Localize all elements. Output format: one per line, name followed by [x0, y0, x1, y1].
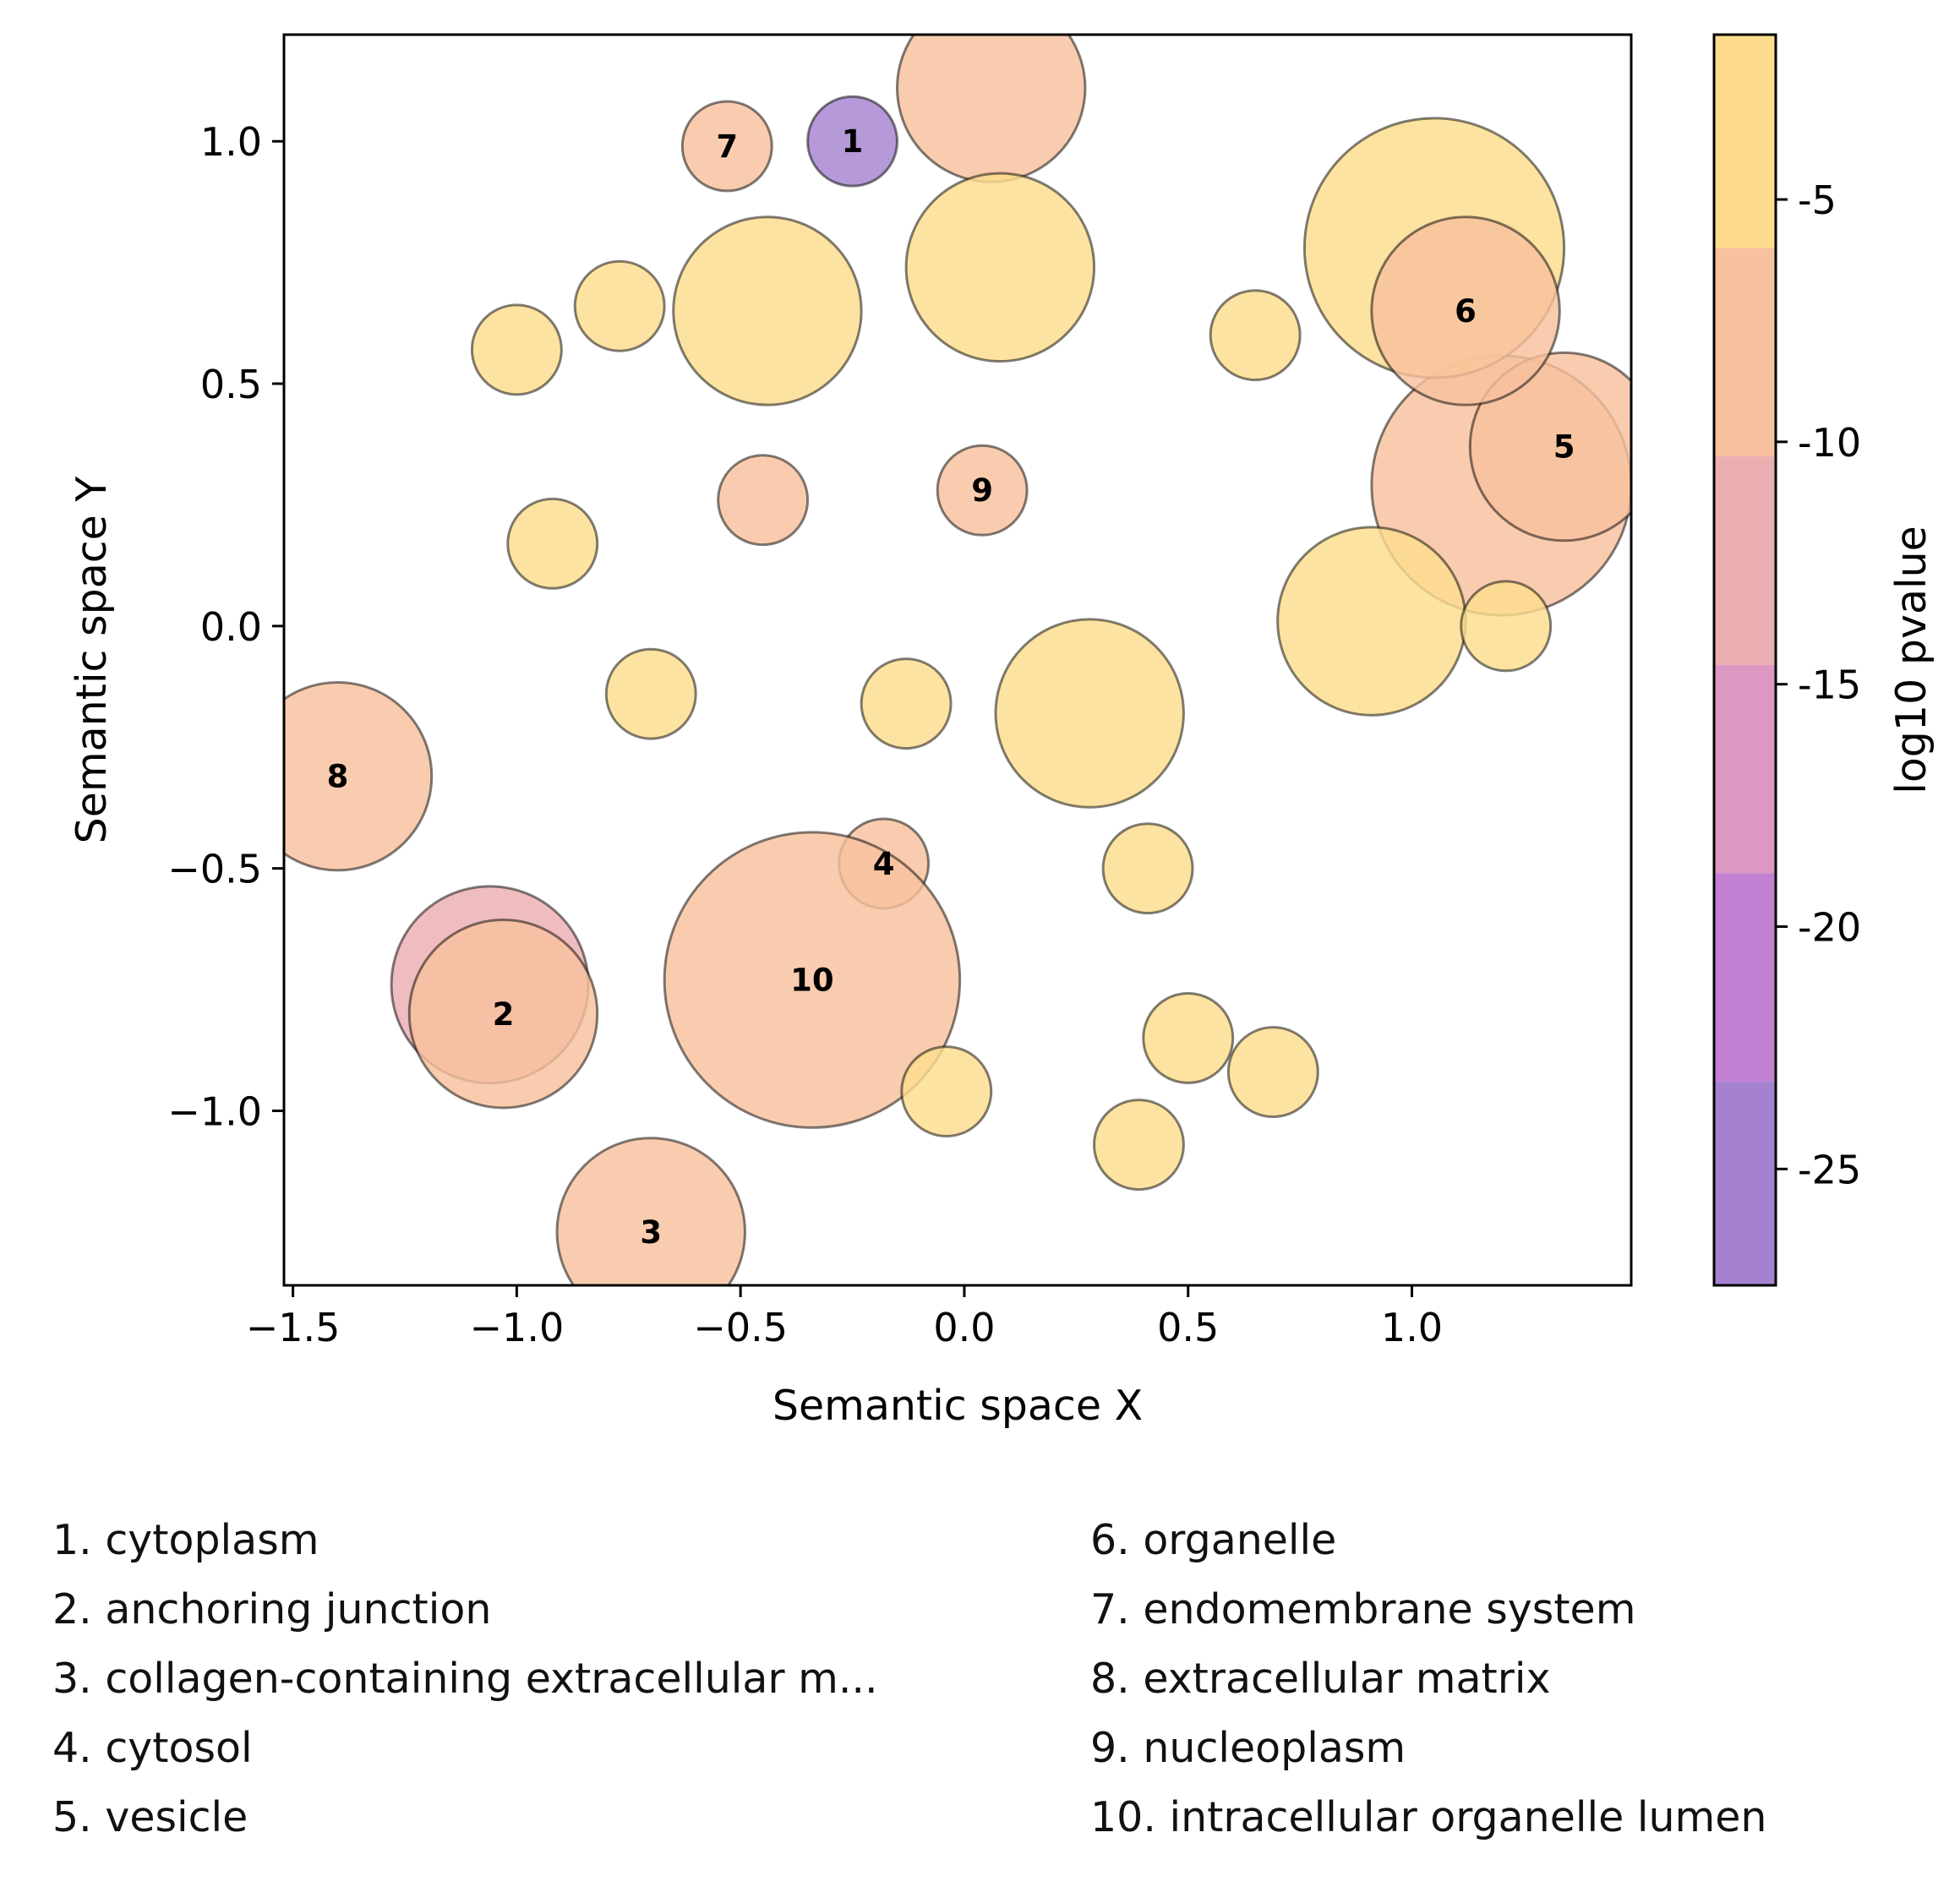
bubble-label-layer: 1 2 3 4 5 6 7 8 9 10 — [327, 123, 1575, 1251]
legend-item: 1. cytoplasm — [52, 1516, 319, 1564]
bubble — [506, 497, 599, 590]
bubble — [470, 303, 563, 396]
bubble-label: 5 — [1553, 429, 1575, 466]
legend-item: 5. vesicle — [52, 1793, 248, 1841]
plot-frame — [282, 33, 1633, 1287]
colorbar-frame — [1712, 33, 1777, 1287]
colorbar-band — [1714, 35, 1776, 248]
y-axis-label: Semantic space Y — [68, 476, 116, 844]
bubble — [1142, 991, 1235, 1084]
legend-item: 9. nucleoplasm — [1090, 1724, 1406, 1772]
bubble-5 — [1468, 351, 1631, 543]
bubble-label: 8 — [327, 759, 349, 795]
bubble — [672, 215, 863, 406]
bubble-label: 2 — [493, 996, 515, 1033]
bubble — [1101, 822, 1194, 915]
colorbar-band — [1714, 456, 1776, 665]
colorbar-tick-label: -15 — [1798, 663, 1861, 708]
bubble-7 — [680, 100, 773, 193]
bubble — [1226, 1026, 1319, 1119]
bubble — [573, 259, 666, 352]
bubble — [604, 647, 697, 740]
legend-item: 6. organelle — [1090, 1516, 1337, 1564]
x-axis: −1.5 −1.0 −0.5 0.0 0.5 1.0 — [246, 1285, 1443, 1350]
bubble-2 — [407, 919, 599, 1110]
bubble — [904, 172, 1096, 363]
y-tick-label: 0.0 — [200, 604, 262, 650]
x-tick-label: 0.0 — [933, 1305, 995, 1350]
y-tick-label: 0.5 — [200, 362, 262, 407]
bubble — [900, 1045, 993, 1137]
colorbar — [1714, 35, 1776, 1285]
y-tick-label: 1.0 — [200, 119, 262, 165]
bubble-label: 9 — [971, 472, 993, 509]
colorbar-tick-label: -25 — [1798, 1147, 1861, 1192]
legend-item: 3. collagen-containing extracellular m..… — [52, 1655, 878, 1703]
y-tick-label: −0.5 — [167, 847, 262, 892]
colorbar-tick-label: -20 — [1798, 905, 1861, 951]
bubble-label: 3 — [640, 1214, 662, 1251]
y-axis: 1.0 0.5 0.0 −0.5 −1.0 — [167, 119, 284, 1134]
bubble-label: 4 — [873, 846, 895, 882]
y-tick-label: −1.0 — [167, 1088, 262, 1134]
x-tick-label: −1.5 — [246, 1305, 341, 1350]
x-axis-label: Semantic space X — [773, 1382, 1143, 1430]
colorbar-band — [1714, 873, 1776, 1083]
x-tick-label: −1.0 — [470, 1305, 565, 1350]
legend-item: 4. cytosol — [52, 1724, 253, 1772]
colorbar-tick-label: -10 — [1798, 420, 1861, 466]
legend-item: 2. anchoring junction — [52, 1585, 492, 1633]
bubble — [1209, 289, 1302, 382]
bubble — [896, 35, 1087, 183]
bubble — [860, 657, 953, 750]
x-tick-label: 0.5 — [1157, 1305, 1219, 1350]
colorbar-band — [1714, 248, 1776, 457]
bubble-6 — [1370, 215, 1561, 406]
bubble-label: 6 — [1455, 293, 1477, 330]
bubble-3 — [555, 1137, 746, 1285]
bubble-10 — [663, 831, 962, 1129]
bubble-label: 7 — [716, 128, 738, 165]
bubble-9 — [936, 444, 1029, 537]
x-tick-label: −0.5 — [693, 1305, 788, 1350]
bubble-label: 1 — [842, 123, 864, 160]
bubble-1 — [806, 95, 899, 188]
colorbar-band — [1714, 1082, 1776, 1285]
bubble — [717, 454, 810, 547]
bubble — [1093, 1099, 1185, 1192]
colorbar-axis: -5 -10 -15 -20 -25 — [1776, 177, 1861, 1192]
bubble-8 — [284, 680, 434, 872]
legend-item: 10. intracellular organelle lumen — [1090, 1793, 1767, 1841]
legend-item: 7. endomembrane system — [1090, 1585, 1636, 1633]
bubble — [1460, 580, 1553, 673]
colorbar-tick-label: -5 — [1798, 177, 1837, 223]
bubble — [994, 618, 1185, 809]
bubble-label: 10 — [790, 963, 834, 999]
bubble-layer — [284, 35, 1631, 1285]
bubble — [1276, 526, 1467, 717]
x-tick-label: 1.0 — [1381, 1305, 1443, 1350]
colorbar-band — [1714, 664, 1776, 874]
colorbar-label: log10 pvalue — [1887, 526, 1935, 794]
legend-item: 8. extracellular matrix — [1090, 1655, 1551, 1703]
